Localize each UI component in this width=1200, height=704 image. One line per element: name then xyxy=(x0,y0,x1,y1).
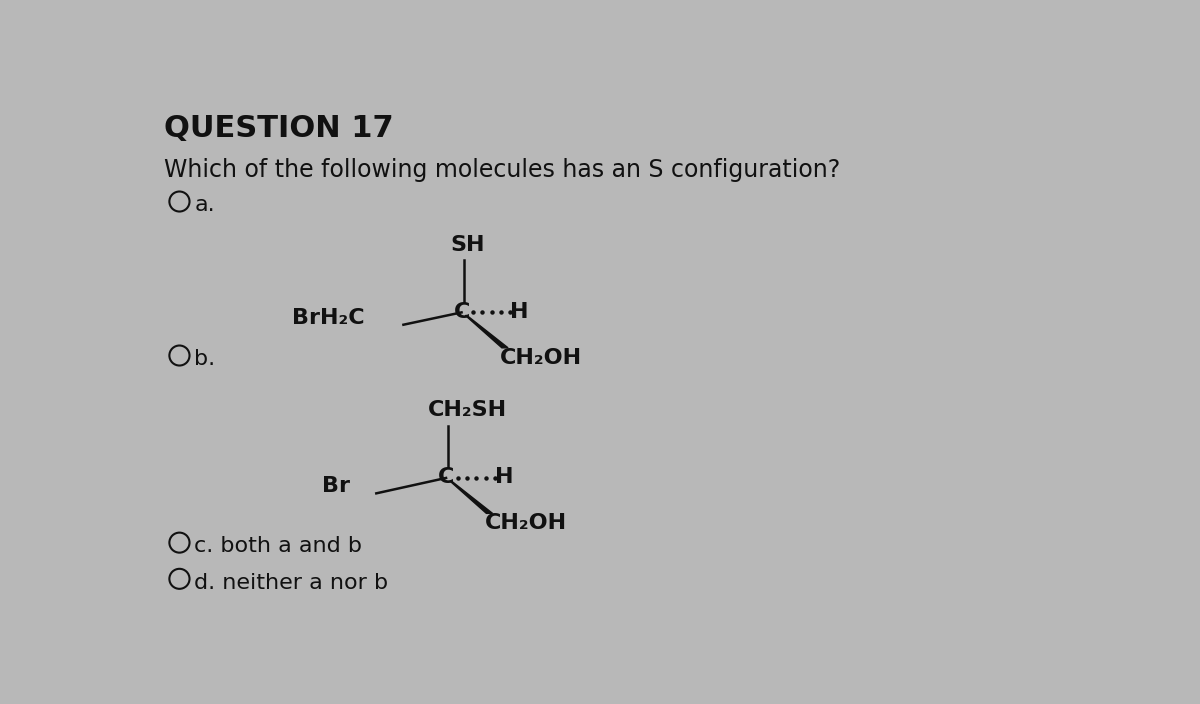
Text: d. neither a nor b: d. neither a nor b xyxy=(194,572,389,593)
Text: C: C xyxy=(438,467,455,487)
Text: c. both a and b: c. both a and b xyxy=(194,536,362,556)
Text: H: H xyxy=(510,301,529,322)
Text: CH₂OH: CH₂OH xyxy=(500,348,582,367)
Polygon shape xyxy=(466,315,508,348)
Text: BrH₂C: BrH₂C xyxy=(292,308,365,328)
Text: C: C xyxy=(454,301,470,322)
Text: QUESTION 17: QUESTION 17 xyxy=(164,114,394,143)
Polygon shape xyxy=(450,481,492,513)
Text: Which of the following molecules has an S configuration?: Which of the following molecules has an … xyxy=(164,158,840,182)
Text: b.: b. xyxy=(194,349,215,370)
Text: CH₂SH: CH₂SH xyxy=(427,400,506,420)
Text: H: H xyxy=(494,467,514,487)
Text: Br: Br xyxy=(322,476,350,496)
Text: a.: a. xyxy=(194,195,215,215)
Text: CH₂OH: CH₂OH xyxy=(485,513,566,534)
Text: SH: SH xyxy=(451,234,485,255)
